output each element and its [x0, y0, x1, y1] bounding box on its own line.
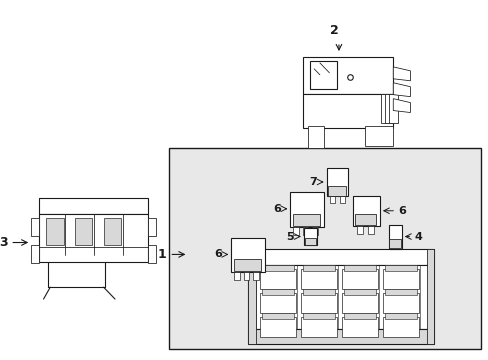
Bar — [354, 214, 375, 225]
Polygon shape — [302, 57, 392, 94]
Bar — [300, 269, 336, 289]
Polygon shape — [248, 249, 433, 265]
Bar — [103, 218, 121, 246]
Polygon shape — [248, 329, 433, 344]
Text: 6: 6 — [272, 204, 280, 214]
Bar — [231, 238, 264, 272]
Bar — [148, 218, 156, 235]
Text: 2: 2 — [329, 24, 338, 37]
Bar — [356, 226, 362, 234]
Bar — [302, 227, 308, 235]
Bar — [382, 317, 418, 337]
Bar — [388, 239, 400, 248]
Polygon shape — [39, 214, 148, 262]
Bar — [259, 293, 295, 313]
Polygon shape — [392, 83, 409, 96]
Bar — [261, 265, 294, 271]
Bar — [259, 317, 295, 337]
Bar — [261, 313, 294, 319]
Bar — [300, 293, 336, 313]
Bar — [243, 272, 249, 280]
Polygon shape — [248, 265, 433, 329]
Text: 6: 6 — [213, 249, 221, 260]
Bar — [384, 313, 416, 319]
Bar — [328, 186, 345, 196]
Bar — [312, 227, 317, 235]
Polygon shape — [392, 99, 409, 113]
Bar — [293, 227, 298, 235]
Bar — [339, 196, 344, 203]
Bar — [31, 218, 39, 235]
Polygon shape — [384, 94, 393, 123]
Bar — [384, 265, 416, 271]
Bar — [302, 313, 334, 319]
Bar — [330, 196, 334, 203]
Bar — [384, 289, 416, 295]
Bar — [343, 265, 375, 271]
Bar — [46, 218, 63, 246]
Bar — [310, 61, 336, 89]
Bar — [302, 289, 334, 295]
Bar — [343, 313, 375, 319]
Bar — [426, 249, 433, 344]
Bar — [303, 228, 316, 246]
Text: 4: 4 — [413, 231, 421, 242]
Bar — [169, 148, 480, 349]
Bar — [290, 192, 323, 227]
Polygon shape — [307, 126, 323, 148]
Bar — [234, 260, 260, 271]
Bar — [234, 272, 240, 280]
Text: 1: 1 — [158, 248, 166, 261]
Bar — [259, 269, 295, 289]
Bar — [382, 293, 418, 313]
Bar — [326, 168, 347, 196]
Bar — [304, 238, 315, 246]
Bar — [75, 218, 92, 246]
Bar — [387, 225, 401, 249]
Polygon shape — [380, 94, 389, 123]
Bar — [31, 246, 39, 264]
Bar — [341, 269, 377, 289]
Bar — [343, 289, 375, 295]
Bar — [302, 265, 334, 271]
Bar — [368, 226, 373, 234]
Polygon shape — [39, 198, 148, 214]
Bar — [300, 317, 336, 337]
Text: 3: 3 — [0, 236, 7, 249]
Text: 7: 7 — [308, 177, 316, 187]
Bar — [352, 196, 379, 226]
Bar — [341, 293, 377, 313]
Text: 5: 5 — [286, 231, 294, 242]
Polygon shape — [387, 94, 397, 123]
Bar — [382, 269, 418, 289]
Bar — [341, 317, 377, 337]
Polygon shape — [364, 126, 392, 146]
Text: 6: 6 — [397, 206, 405, 216]
Bar — [293, 214, 319, 226]
Bar — [261, 289, 294, 295]
Polygon shape — [392, 67, 409, 81]
Bar — [253, 272, 258, 280]
Bar — [248, 249, 256, 344]
Bar — [148, 246, 156, 264]
Polygon shape — [302, 94, 392, 129]
